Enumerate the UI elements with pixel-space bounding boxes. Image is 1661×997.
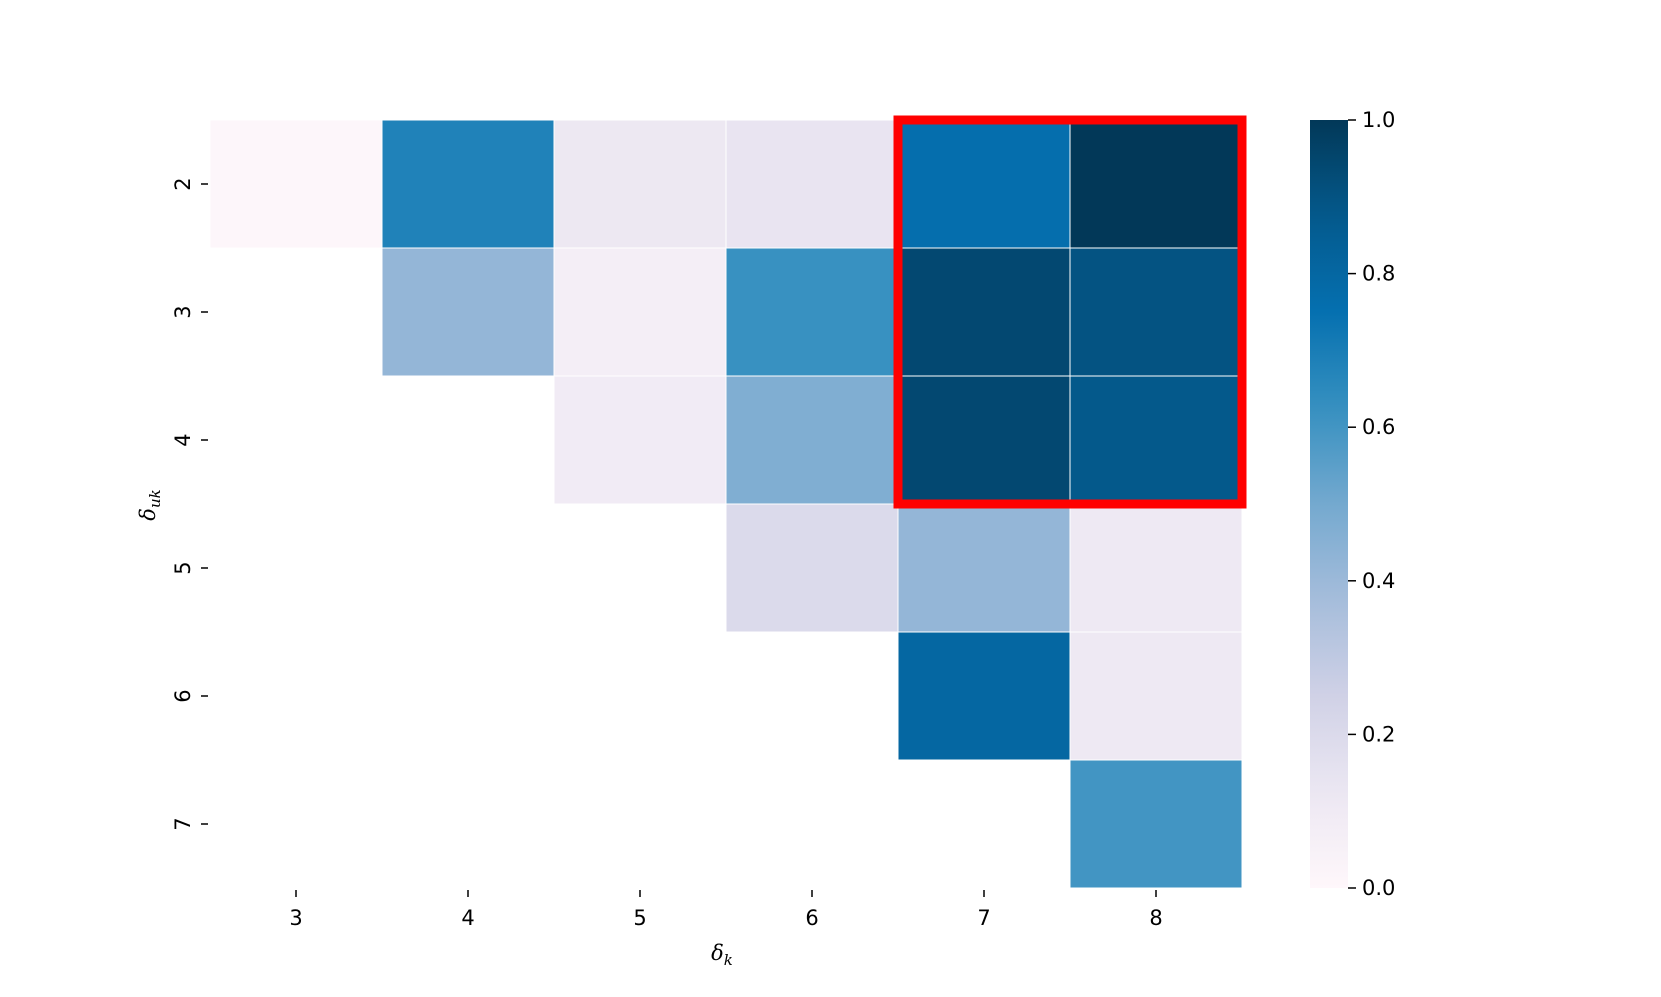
colorbar-tick-label-0.4: 0.4 bbox=[1362, 569, 1395, 593]
y-tick-label-4: 4 bbox=[171, 433, 195, 446]
y-tick-label-3: 3 bbox=[171, 305, 195, 318]
heatmap-cell-r6-c7 bbox=[897, 631, 1071, 761]
heatmap-cell-r2-c5 bbox=[553, 119, 727, 249]
highlight-box bbox=[893, 115, 1247, 509]
colorbar-tick-label-0.2: 0.2 bbox=[1362, 722, 1395, 746]
y-axis-label: δuk bbox=[136, 489, 164, 520]
colorbar-tick-label-0.0: 0.0 bbox=[1362, 876, 1395, 900]
x-tick-label-4: 4 bbox=[461, 906, 474, 930]
heatmap-cell-r4-c6 bbox=[725, 375, 899, 505]
heatmap-cell-r4-c8 bbox=[1069, 375, 1243, 505]
highlight-layer bbox=[893, 115, 1247, 509]
heatmap-cell-r5-c7 bbox=[897, 503, 1071, 633]
heatmap-cell-r3-c5 bbox=[553, 247, 727, 377]
heatmap-cell-r4-c7 bbox=[897, 375, 1071, 505]
colorbar-tick-label-1.0: 1.0 bbox=[1362, 108, 1395, 132]
y-tick-label-7: 7 bbox=[171, 817, 195, 830]
heatmap-cells bbox=[209, 119, 1243, 889]
heatmap-cell-r4-c5 bbox=[553, 375, 727, 505]
colorbar: 0.0 0.2 0.4 0.6 0.8 1.0 bbox=[1310, 108, 1395, 900]
y-tick-label-2: 2 bbox=[171, 177, 195, 190]
y-tick-label-6: 6 bbox=[171, 689, 195, 702]
heatmap-cell-r2-c7 bbox=[897, 119, 1071, 249]
y-axis: 2 3 4 5 6 7 bbox=[171, 177, 208, 831]
heatmap-cell-r2-c4 bbox=[381, 119, 555, 249]
heatmap-cell-r3-c7 bbox=[897, 247, 1071, 377]
heatmap-cell-r3-c6 bbox=[725, 247, 899, 377]
colorbar-gradient bbox=[1310, 120, 1348, 888]
heatmap-cell-r5-c6 bbox=[725, 503, 899, 633]
heatmap-cell-r3-c4 bbox=[381, 247, 555, 377]
x-axis-label: δk bbox=[711, 941, 733, 969]
heatmap-cell-r7-c8 bbox=[1069, 759, 1243, 889]
heatmap-cell-r2-c8 bbox=[1069, 119, 1243, 249]
x-tick-label-8: 8 bbox=[1149, 906, 1162, 930]
heatmap-cell-r5-c8 bbox=[1069, 503, 1243, 633]
heatmap-cell-r2-c6 bbox=[725, 119, 899, 249]
x-tick-label-5: 5 bbox=[633, 906, 646, 930]
heatmap-cell-r3-c8 bbox=[1069, 247, 1243, 377]
heatmap-cell-r2-c3 bbox=[209, 119, 383, 249]
x-tick-label-7: 7 bbox=[977, 906, 990, 930]
colorbar-tick-label-0.6: 0.6 bbox=[1362, 415, 1395, 439]
colorbar-tick-label-0.8: 0.8 bbox=[1362, 262, 1395, 286]
y-tick-label-5: 5 bbox=[171, 561, 195, 574]
x-tick-label-6: 6 bbox=[805, 906, 818, 930]
x-axis: 3 4 5 6 7 8 bbox=[289, 890, 1163, 930]
x-tick-label-3: 3 bbox=[289, 906, 302, 930]
heatmap-cell-r6-c8 bbox=[1069, 631, 1243, 761]
